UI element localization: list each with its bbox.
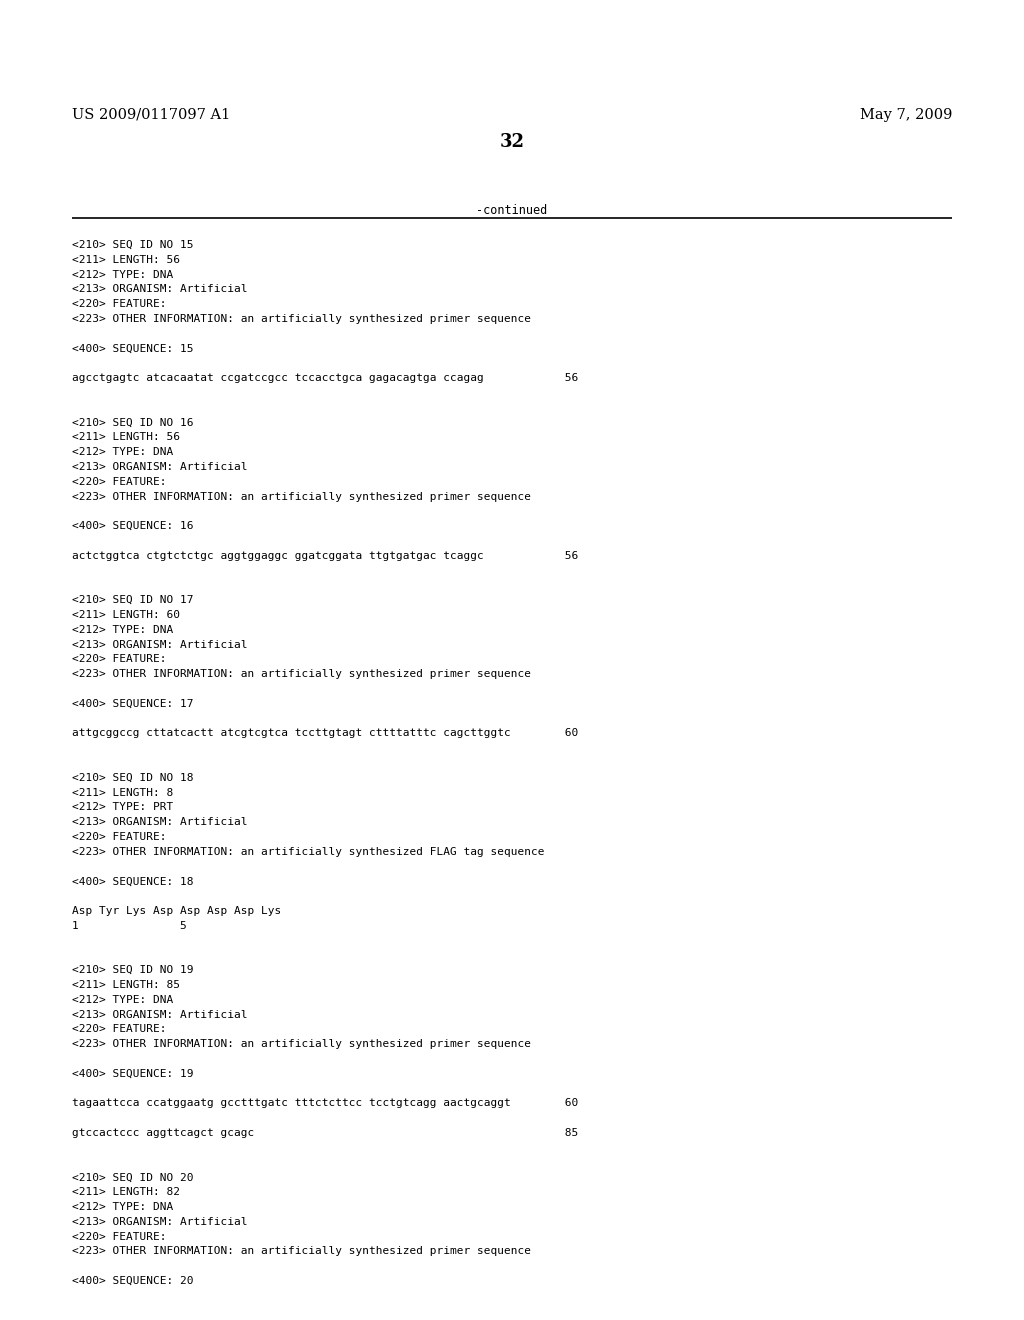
Text: US 2009/0117097 A1: US 2009/0117097 A1: [72, 108, 230, 121]
Text: <223> OTHER INFORMATION: an artificially synthesized primer sequence: <223> OTHER INFORMATION: an artificially…: [72, 491, 531, 502]
Text: 32: 32: [500, 133, 524, 150]
Text: <211> LENGTH: 8: <211> LENGTH: 8: [72, 788, 173, 797]
Text: May 7, 2009: May 7, 2009: [859, 108, 952, 121]
Text: <210> SEQ ID NO 16: <210> SEQ ID NO 16: [72, 417, 194, 428]
Text: <213> ORGANISM: Artificial: <213> ORGANISM: Artificial: [72, 284, 248, 294]
Text: actctggtca ctgtctctgc aggtggaggc ggatcggata ttgtgatgac tcaggc            56: actctggtca ctgtctctgc aggtggaggc ggatcgg…: [72, 550, 579, 561]
Text: <223> OTHER INFORMATION: an artificially synthesized primer sequence: <223> OTHER INFORMATION: an artificially…: [72, 314, 531, 323]
Text: <212> TYPE: DNA: <212> TYPE: DNA: [72, 269, 173, 280]
Text: -continued: -continued: [476, 205, 548, 216]
Text: <213> ORGANISM: Artificial: <213> ORGANISM: Artificial: [72, 640, 248, 649]
Text: <210> SEQ ID NO 18: <210> SEQ ID NO 18: [72, 772, 194, 783]
Text: <223> OTHER INFORMATION: an artificially synthesized primer sequence: <223> OTHER INFORMATION: an artificially…: [72, 669, 531, 680]
Text: 1               5: 1 5: [72, 921, 186, 931]
Text: <220> FEATURE:: <220> FEATURE:: [72, 477, 167, 487]
Text: agcctgagtc atcacaatat ccgatccgcc tccacctgca gagacagtga ccagag            56: agcctgagtc atcacaatat ccgatccgcc tccacct…: [72, 374, 579, 383]
Text: <212> TYPE: DNA: <212> TYPE: DNA: [72, 447, 173, 457]
Text: <223> OTHER INFORMATION: an artificially synthesized primer sequence: <223> OTHER INFORMATION: an artificially…: [72, 1246, 531, 1257]
Text: <400> SEQUENCE: 20: <400> SEQUENCE: 20: [72, 1276, 194, 1286]
Text: <212> TYPE: PRT: <212> TYPE: PRT: [72, 803, 173, 812]
Text: <212> TYPE: DNA: <212> TYPE: DNA: [72, 1203, 173, 1212]
Text: <400> SEQUENCE: 16: <400> SEQUENCE: 16: [72, 521, 194, 531]
Text: <220> FEATURE:: <220> FEATURE:: [72, 1232, 167, 1242]
Text: <220> FEATURE:: <220> FEATURE:: [72, 1024, 167, 1035]
Text: Asp Tyr Lys Asp Asp Asp Asp Lys: Asp Tyr Lys Asp Asp Asp Asp Lys: [72, 906, 282, 916]
Text: <220> FEATURE:: <220> FEATURE:: [72, 832, 167, 842]
Text: <223> OTHER INFORMATION: an artificially synthesized primer sequence: <223> OTHER INFORMATION: an artificially…: [72, 1039, 531, 1049]
Text: <210> SEQ ID NO 20: <210> SEQ ID NO 20: [72, 1172, 194, 1183]
Text: <211> LENGTH: 56: <211> LENGTH: 56: [72, 255, 180, 265]
Text: <220> FEATURE:: <220> FEATURE:: [72, 300, 167, 309]
Text: <213> ORGANISM: Artificial: <213> ORGANISM: Artificial: [72, 817, 248, 828]
Text: <400> SEQUENCE: 19: <400> SEQUENCE: 19: [72, 1069, 194, 1078]
Text: attgcggccg cttatcactt atcgtcgtca tccttgtagt cttttatttc cagcttggtc        60: attgcggccg cttatcactt atcgtcgtca tccttgt…: [72, 729, 579, 738]
Text: <212> TYPE: DNA: <212> TYPE: DNA: [72, 995, 173, 1005]
Text: <210> SEQ ID NO 19: <210> SEQ ID NO 19: [72, 965, 194, 975]
Text: <211> LENGTH: 60: <211> LENGTH: 60: [72, 610, 180, 620]
Text: tagaattcca ccatggaatg gcctttgatc tttctcttcc tcctgtcagg aactgcaggt        60: tagaattcca ccatggaatg gcctttgatc tttctct…: [72, 1098, 579, 1109]
Text: <211> LENGTH: 82: <211> LENGTH: 82: [72, 1187, 180, 1197]
Text: <210> SEQ ID NO 17: <210> SEQ ID NO 17: [72, 595, 194, 605]
Text: <223> OTHER INFORMATION: an artificially synthesized FLAG tag sequence: <223> OTHER INFORMATION: an artificially…: [72, 847, 545, 857]
Text: <400> SEQUENCE: 15: <400> SEQUENCE: 15: [72, 343, 194, 354]
Text: <220> FEATURE:: <220> FEATURE:: [72, 655, 167, 664]
Text: <213> ORGANISM: Artificial: <213> ORGANISM: Artificial: [72, 1217, 248, 1226]
Text: <211> LENGTH: 56: <211> LENGTH: 56: [72, 433, 180, 442]
Text: <212> TYPE: DNA: <212> TYPE: DNA: [72, 624, 173, 635]
Text: <400> SEQUENCE: 17: <400> SEQUENCE: 17: [72, 698, 194, 709]
Text: <210> SEQ ID NO 15: <210> SEQ ID NO 15: [72, 240, 194, 249]
Text: <213> ORGANISM: Artificial: <213> ORGANISM: Artificial: [72, 1010, 248, 1019]
Text: gtccactccc aggttcagct gcagc                                              85: gtccactccc aggttcagct gcagc 85: [72, 1129, 579, 1138]
Text: <213> ORGANISM: Artificial: <213> ORGANISM: Artificial: [72, 462, 248, 473]
Text: <400> SEQUENCE: 18: <400> SEQUENCE: 18: [72, 876, 194, 887]
Text: <211> LENGTH: 85: <211> LENGTH: 85: [72, 979, 180, 990]
